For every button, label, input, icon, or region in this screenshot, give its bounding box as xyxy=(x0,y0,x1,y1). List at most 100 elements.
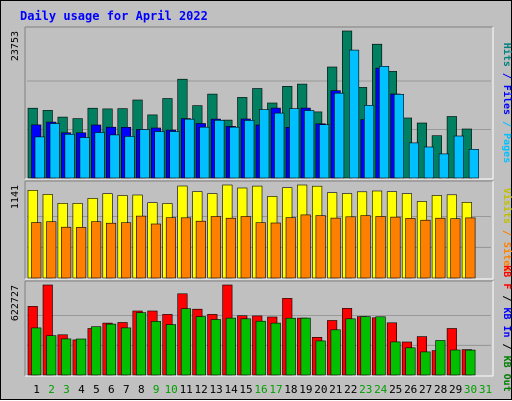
bar-sites xyxy=(375,216,386,279)
bar-kb-out xyxy=(360,316,371,376)
bar-kb-out xyxy=(46,335,57,376)
day-label: 21 xyxy=(329,383,342,396)
legend-label: / Files xyxy=(501,67,512,115)
legend-label: KB In xyxy=(501,307,512,337)
bar-pages xyxy=(199,126,210,179)
bar-pages xyxy=(274,112,285,179)
bar-sites xyxy=(136,215,147,279)
day-label: 5 xyxy=(93,383,100,396)
bar-sites xyxy=(360,215,371,279)
legend-label: Visits xyxy=(501,188,512,224)
bar-sites xyxy=(121,222,132,279)
bar-pages xyxy=(304,110,315,179)
day-label: 16 xyxy=(254,383,267,396)
bar-sites xyxy=(435,217,446,279)
bar-kb-out xyxy=(225,317,236,376)
bar-pages xyxy=(79,137,90,179)
bar-sites xyxy=(315,215,326,279)
bar-pages xyxy=(334,92,345,179)
bar-sites xyxy=(255,222,266,279)
bar-kb-out xyxy=(405,347,416,376)
legend-label: KB F xyxy=(501,265,512,289)
bar-sites xyxy=(106,222,117,279)
bar-kb-out xyxy=(435,340,446,376)
bar-kb-out xyxy=(345,318,356,376)
bar-pages xyxy=(154,131,165,179)
bar-kb-out xyxy=(61,338,72,376)
day-label: 28 xyxy=(434,383,447,396)
bar-sites xyxy=(180,217,191,279)
bar-sites xyxy=(225,217,236,279)
legend-label: KB Out xyxy=(501,356,512,392)
bar-sites xyxy=(210,216,221,279)
bar-pages xyxy=(64,134,75,179)
day-label: 9 xyxy=(153,383,160,396)
bar-pages xyxy=(34,136,45,179)
bar-sites xyxy=(420,219,431,279)
panel-pages-files-hits: 23753 Hits / Files / Pages xyxy=(10,26,512,180)
bar-kb-out xyxy=(330,329,341,376)
bar-sites xyxy=(270,222,281,279)
day-label: 25 xyxy=(389,383,402,396)
bar-pages xyxy=(169,131,180,179)
legend-label: Hits xyxy=(501,43,512,67)
day-label: 14 xyxy=(224,383,238,396)
series-legend: Hits / Files / Pages xyxy=(501,43,512,163)
bar-pages xyxy=(378,66,390,179)
series-legend: KB F / KB In / KB Out xyxy=(501,265,512,391)
bar-pages xyxy=(453,135,464,179)
bar-kb-out xyxy=(210,319,221,376)
day-label: 4 xyxy=(78,383,85,396)
bar-sites xyxy=(345,216,356,279)
day-label: 15 xyxy=(239,383,252,396)
panel-visits-sites: 1141 Visits / Sites xyxy=(10,180,512,280)
bar-sites xyxy=(240,216,251,279)
bar-pages xyxy=(259,109,270,179)
bar-pages xyxy=(124,136,135,179)
bar-pages xyxy=(49,123,60,179)
legend-label: / Pages xyxy=(501,115,512,163)
bar-pages xyxy=(348,49,360,179)
bar-pages xyxy=(319,124,330,179)
day-label: 13 xyxy=(209,383,222,396)
bar-pages xyxy=(438,153,449,179)
bar-sites xyxy=(91,221,102,279)
bar-kb-out xyxy=(136,312,147,376)
legend-label: / xyxy=(501,289,512,307)
day-label: 11 xyxy=(180,383,193,396)
day-label: 18 xyxy=(284,383,297,396)
bar-sites xyxy=(165,217,176,279)
bar-sites xyxy=(330,217,341,279)
bar-sites xyxy=(61,226,72,279)
bar-kb-out xyxy=(255,320,266,376)
day-label: 10 xyxy=(165,383,178,396)
bar-kb-out xyxy=(165,324,176,376)
day-label: 1 xyxy=(33,383,40,396)
bar-sites xyxy=(285,217,296,279)
day-label: 30 xyxy=(464,383,477,396)
bar-pages xyxy=(244,120,255,179)
bar-kb-out xyxy=(91,326,102,376)
bar-pages xyxy=(139,129,150,179)
bar-sites xyxy=(31,222,42,279)
bar-sites xyxy=(300,214,311,279)
bar-kb-out xyxy=(315,340,326,376)
bar-kb-out xyxy=(375,316,386,376)
bar-kb-out xyxy=(195,316,206,376)
bar-sites xyxy=(150,223,161,279)
day-label: 24 xyxy=(374,383,388,396)
series-legend: Visits / Sites xyxy=(501,188,512,272)
bar-kb-out xyxy=(76,338,87,376)
bar-pages xyxy=(229,126,240,179)
day-label: 7 xyxy=(123,383,130,396)
bar-kb-out xyxy=(240,318,251,376)
bar-sites xyxy=(450,218,461,279)
chart-title: Daily usage for April 2022 xyxy=(20,9,208,23)
bar-pages xyxy=(214,120,225,179)
bar-kb-out xyxy=(106,323,117,376)
max-value-label: 23753 xyxy=(10,31,21,61)
bar-kb-out xyxy=(390,341,401,376)
day-label: 2 xyxy=(48,383,55,396)
bar-sites xyxy=(390,216,401,279)
